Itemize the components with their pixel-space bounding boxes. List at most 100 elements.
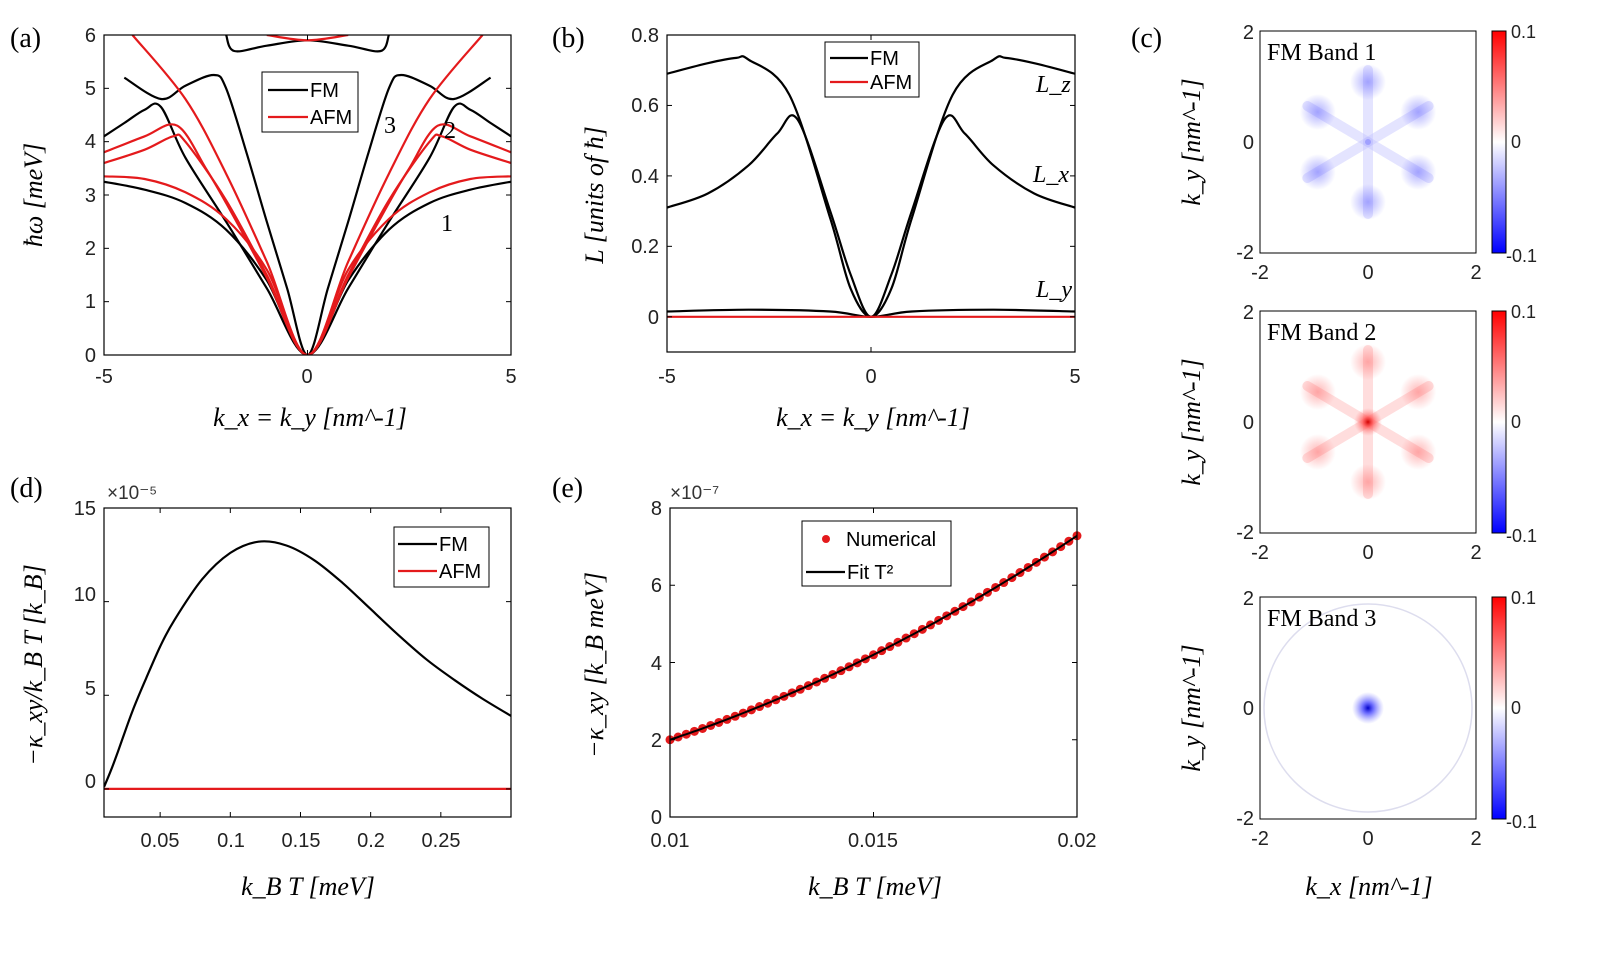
heatmap-title: FM Band 2: [1267, 320, 1376, 346]
heatmap-band-2: FM Band 2 0.1 0 -0.1 2 0 -2 -2 0 2 k_y […: [1177, 302, 1537, 564]
c-xtick: -2: [1251, 262, 1269, 284]
a-series-afm-band-2: [104, 133, 511, 355]
heatmap-lobe: [1350, 344, 1386, 380]
heatmap-pattern: [1299, 64, 1437, 220]
ly-annotation: L_y: [1035, 277, 1072, 303]
e-xtick: 0.01: [651, 830, 690, 852]
a-ytick: 5: [85, 78, 96, 100]
c-ytick: -2: [1236, 808, 1254, 830]
legend-box: [261, 71, 359, 133]
c-xtick: 2: [1470, 828, 1481, 850]
legend-box: [393, 526, 490, 588]
panel-b-legend: FM AFM: [824, 41, 920, 98]
b-ytick: 0: [648, 307, 659, 329]
a-xlabel: k_x = k_y [nm^-1]: [213, 403, 407, 432]
panel-e-label: (e): [552, 473, 583, 504]
d-xtick: 0.15: [282, 830, 321, 852]
c-xtick: 0: [1362, 262, 1373, 284]
colorbar-tick: -0.1: [1506, 812, 1537, 832]
c-ylabel: k_y [nm^-1]: [1177, 358, 1206, 485]
d-xtick: 0.25: [422, 830, 461, 852]
panel-d-plot-area: [104, 507, 511, 817]
heatmap-lobe: [1400, 154, 1437, 190]
d-xtick: 0.1: [217, 830, 245, 852]
legend-afm-label: AFM: [870, 72, 912, 94]
c-xtick: 2: [1470, 542, 1481, 564]
c-ytick: 0: [1243, 412, 1254, 434]
b-ytick: 0.8: [631, 25, 659, 47]
legend-fm-label: FM: [310, 80, 339, 102]
c-ytick: 0: [1243, 132, 1254, 154]
panel-e-axes-box: [669, 507, 1078, 818]
d-ytick: 0: [85, 771, 96, 793]
b-xtick: 0: [865, 366, 876, 388]
e-ylabel: −κ_xy [k_B meV]: [580, 572, 609, 758]
colorbar-tick: -0.1: [1506, 526, 1537, 546]
a-ytick: 2: [85, 238, 96, 260]
colorbar-tick: 0.1: [1511, 22, 1536, 42]
b-series-group: [667, 55, 1075, 318]
panel-b-label: (b): [552, 23, 585, 54]
panel-b-plot-area: [666, 34, 1076, 352]
colorbar-tick: 0: [1511, 698, 1521, 718]
heatmap-lobe: [1299, 374, 1336, 410]
heatmap-lobe: [1350, 464, 1386, 500]
d-xlabel: k_B T [meV]: [241, 872, 375, 901]
e-ytick: 4: [651, 653, 662, 675]
legend-numerical-marker: [822, 535, 830, 543]
panel-d-axes-box: [103, 507, 512, 818]
lz-annotation: L_z: [1035, 72, 1071, 98]
b-ytick: 0.6: [631, 95, 659, 117]
d-series-fm: [104, 540, 511, 788]
a-series-fm-band-1: [104, 180, 511, 355]
heatmap-center: [1365, 139, 1371, 145]
heatmap-pattern: [1299, 344, 1437, 500]
c-ytick: 2: [1243, 588, 1254, 610]
panel-a-legend: FM AFM: [261, 71, 359, 133]
c-xtick: 0: [1362, 828, 1373, 850]
panel-b-axes-box: [666, 34, 1076, 353]
a-series-fm-band-2: [104, 102, 511, 355]
c-ytick: -2: [1236, 522, 1254, 544]
c-xtick: 2: [1470, 262, 1481, 284]
c-xtick: 0: [1362, 542, 1373, 564]
panel-e-legend: Numerical Fit T²: [801, 520, 952, 587]
colorbar-tick: 0: [1511, 412, 1521, 432]
panel-a-label: (a): [10, 23, 41, 54]
c-xlabel: k_x [nm^-1]: [1305, 872, 1432, 901]
legend-fm-label: FM: [439, 534, 468, 556]
a-series-group: [104, 35, 511, 355]
heatmap-lobe: [1400, 434, 1437, 470]
colorbar-tick: 0.1: [1511, 588, 1536, 608]
heatmap-pattern: [1263, 603, 1473, 813]
colorbar-tick: 0: [1511, 132, 1521, 152]
b-ylabel: L [units of ħ]: [580, 126, 609, 265]
legend-numerical-label: Numerical: [846, 529, 936, 551]
panel-c-label: (c): [1131, 23, 1162, 54]
c-xtick: -2: [1251, 542, 1269, 564]
e-ytick: 0: [651, 807, 662, 829]
heatmap-title: FM Band 1: [1267, 40, 1376, 66]
e-xlabel: k_B T [meV]: [808, 872, 942, 901]
colorbar: [1491, 30, 1507, 254]
d-series-group: [104, 540, 511, 791]
a-xtick: 5: [505, 366, 516, 388]
panel-a: (a) FM AFM 3 2 1 -5 0 5 0 1 2 3 4 5 6 k_…: [10, 23, 517, 432]
c-xtick: -2: [1251, 828, 1269, 850]
a-ytick: 4: [85, 131, 96, 153]
legend-fit-label: Fit T²: [847, 562, 894, 584]
d-ylabel: −κ_xy/k_B T [k_B]: [19, 564, 48, 765]
colorbar: [1491, 596, 1507, 820]
heatmap-ring: [1263, 603, 1473, 813]
band-2-annotation: 2: [444, 118, 456, 144]
e-exponent-multiplier: ×10⁻⁷: [670, 483, 719, 504]
b-ytick: 0.4: [631, 166, 659, 188]
heatmap-lobe: [1400, 374, 1437, 410]
c-ytick: 2: [1243, 302, 1254, 324]
a-series-fm-band-3: [123, 73, 492, 355]
band-3-annotation: 3: [384, 113, 396, 139]
heatmap-band-3: FM Band 3 0.1 0 -0.1 2 0 -2 -2 0 2 k_y […: [1177, 588, 1537, 901]
legend-afm-label: AFM: [439, 561, 481, 583]
colorbar-tick: 0.1: [1511, 302, 1536, 322]
a-ytick: 1: [85, 291, 96, 313]
